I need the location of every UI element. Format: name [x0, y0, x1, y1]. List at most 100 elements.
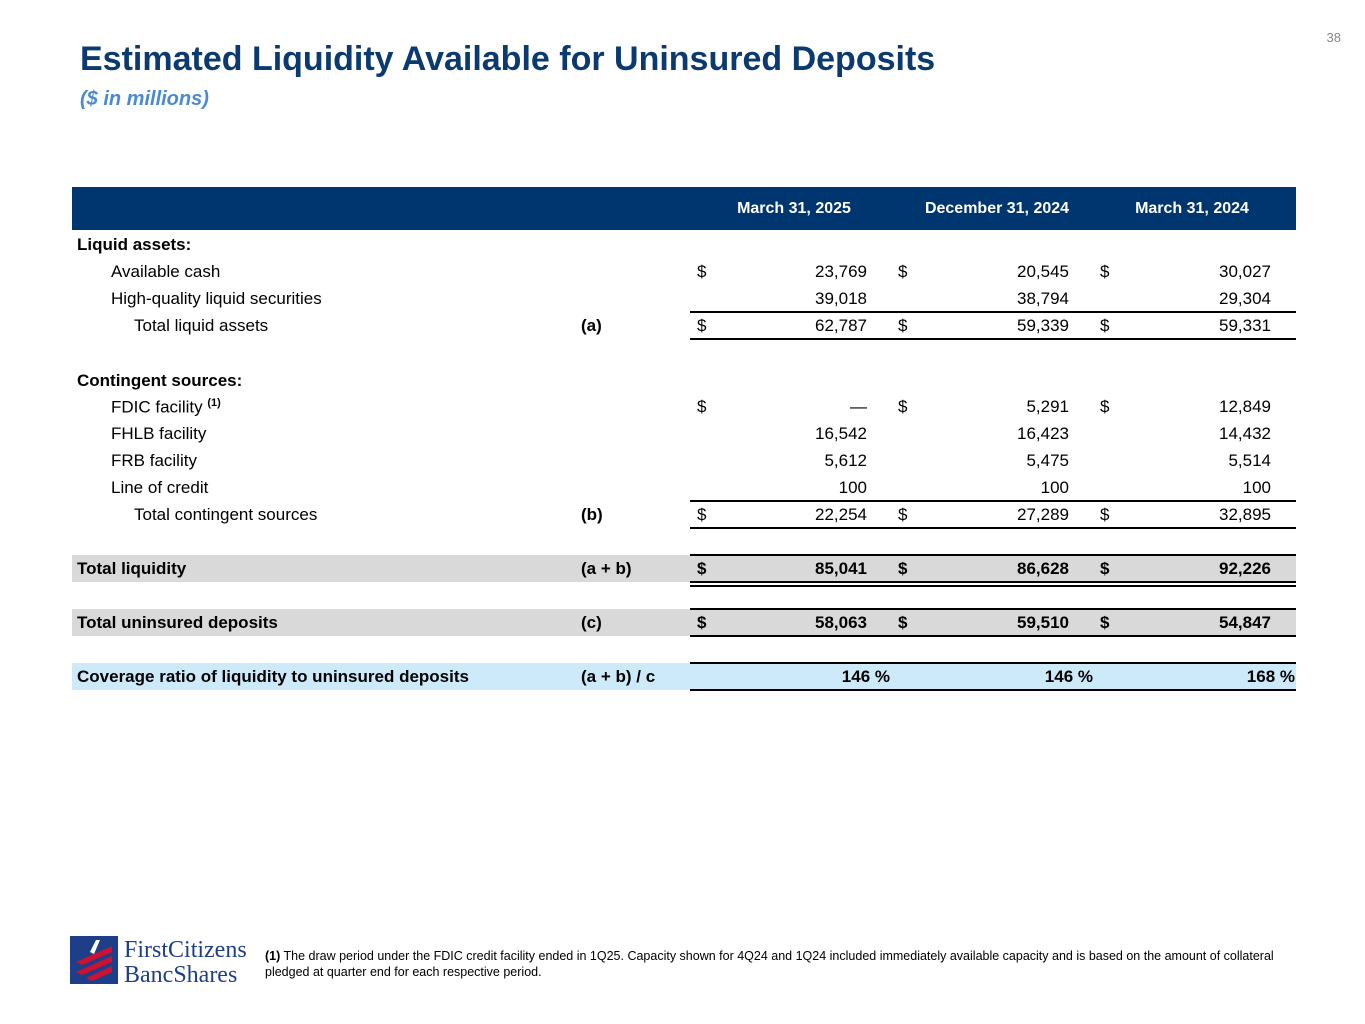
cell-value: 16,542 [815, 424, 867, 443]
logo-text: FirstCitizens [124, 937, 247, 963]
cell-value: 29,304 [1219, 289, 1271, 308]
row-label-text: Coverage ratio of liquidity to uninsured… [77, 667, 469, 686]
currency-symbol: $ [1100, 505, 1110, 524]
table-row: FHLB facility 16,542 16,423 14,432 [72, 420, 1296, 447]
row-reference: (a + b) / c [581, 667, 656, 686]
table-row: Available cash $23,769 $20,545 $30,027 [72, 258, 1296, 285]
double-rule-line [690, 585, 1296, 587]
table-row: Liquid assets: [72, 231, 1296, 258]
cell-value: 14,432 [1219, 424, 1271, 443]
row-label-text: Total liquidity [77, 559, 187, 578]
currency-symbol: $ [1100, 559, 1110, 578]
cell-value: 39,018 [815, 289, 867, 308]
currency-symbol: $ [1100, 316, 1110, 335]
cell-value: 92,226 [1219, 559, 1271, 578]
rule-line [690, 311, 1296, 313]
cell-value: 59,331 [1219, 316, 1271, 335]
currency-symbol: $ [697, 316, 707, 335]
currency-symbol: $ [898, 505, 908, 524]
footnote-ref: (1) [207, 397, 221, 409]
row-label-text: High-quality liquid securities [111, 289, 322, 308]
row-label-text: Total liquid assets [134, 316, 269, 335]
row-label: High-quality liquid securities [111, 289, 322, 309]
row-label-text: FRB facility [111, 451, 197, 470]
currency-symbol: $ [898, 397, 908, 416]
cell-value: 58,063 [815, 613, 867, 632]
cell-value: 16,423 [1017, 424, 1069, 443]
cell-value: 100 [1040, 478, 1069, 497]
row-label-text: Total uninsured deposits [77, 613, 278, 632]
table-row: FDIC facility (1) $ — $5,291 $12,849 [72, 393, 1296, 420]
row-reference: (a) [581, 316, 602, 335]
currency-symbol: $ [697, 613, 707, 632]
cell-value: 85,041 [815, 559, 867, 578]
column-header: December 31, 2024 [924, 200, 1070, 217]
currency-symbol: $ [898, 316, 908, 335]
cell-value: 32,895 [1219, 505, 1271, 524]
row-label: FDIC facility (1) [111, 397, 221, 418]
currency-symbol: $ [697, 505, 707, 524]
row-label: Total liquidity [77, 559, 186, 579]
cell-value: 5,514 [1228, 451, 1271, 470]
cell-value: 30,027 [1219, 262, 1271, 281]
row-label: FHLB facility [111, 424, 206, 444]
cell-value: 22,254 [815, 505, 867, 524]
table-row: Total contingent sources (b) $22,254 $27,28… [72, 501, 1296, 528]
cell-value: 100 [838, 478, 867, 497]
cell-value: 59,510 [1017, 613, 1069, 632]
row-label-text: Total contingent sources [134, 505, 318, 524]
double-rule-line [690, 581, 1296, 583]
cell-value: 5,475 [1026, 451, 1069, 470]
row-label-text: FHLB facility [111, 424, 207, 443]
table-header: March 31, 2025 December 31, 2024 March 3… [72, 187, 1296, 230]
section-header: Liquid assets: [77, 235, 192, 254]
cell-value: 86,628 [1017, 559, 1069, 578]
page-subtitle: ($ in millions) [80, 88, 209, 110]
currency-symbol: $ [697, 559, 707, 578]
logo-text: BancShares [124, 962, 237, 988]
cell-value: 59,339 [1017, 316, 1069, 335]
currency-symbol: $ [898, 262, 908, 281]
cell-value: 146 % [1044, 667, 1093, 686]
table-row: Total uninsured deposits (c) $58,063 $59,51… [72, 609, 1296, 636]
rule-line [690, 689, 1296, 691]
rule-line [690, 500, 1296, 502]
table-row: Total liquid assets (a) $62,787 $59,339 $59,… [72, 312, 1296, 339]
section-header: Contingent sources: [77, 371, 243, 390]
table-row: Line of credit 100 100 100 [72, 474, 1296, 501]
cell-value: 146 % [841, 667, 890, 686]
table-row: Coverage ratio of liquidity to uninsured… [72, 663, 1296, 690]
row-label: Total contingent sources [134, 505, 317, 525]
page-title: Estimated Liquidity Available for Uninsu… [80, 40, 936, 78]
cell-value: 38,794 [1017, 289, 1069, 308]
row-reference: (b) [581, 505, 603, 524]
row-label: Line of credit [111, 478, 208, 498]
cell-value: 5,612 [824, 451, 867, 470]
footnote: (1) The draw period under the FDIC credi… [265, 948, 1295, 980]
footnote-marker: (1) [265, 949, 281, 963]
cell-value: 5,291 [1026, 397, 1069, 416]
currency-symbol: $ [1100, 397, 1110, 416]
row-label: Total liquid assets [134, 316, 268, 336]
row-label-text: Line of credit [111, 478, 209, 497]
column-header: March 31, 2024 [1135, 200, 1249, 217]
column-header: March 31, 2025 [737, 200, 851, 217]
cell-value: 62,787 [815, 316, 867, 335]
rule-line [690, 554, 1296, 556]
currency-symbol: $ [1100, 613, 1110, 632]
cell-value: — [850, 397, 867, 416]
table-row: FRB facility 5,612 5,475 5,514 [72, 447, 1296, 474]
row-label: FRB facility [111, 451, 197, 471]
page-number: 38 [1326, 30, 1341, 45]
logo-flag-icon: FirstCitizens BancShares [70, 936, 247, 988]
row-label-text: FDIC facility [111, 397, 203, 417]
row-reference: (a + b) [581, 559, 632, 578]
cell-value: 20,545 [1017, 262, 1069, 281]
rule-line [690, 608, 1296, 610]
footnote-text: The draw period under the FDIC credit fa… [265, 949, 1274, 979]
rule-line [690, 338, 1296, 340]
table-row: Contingent sources: [72, 367, 1296, 394]
row-label: Coverage ratio of liquidity to uninsured… [77, 667, 469, 687]
table-row: High-quality liquid securities 39,018 38,7… [72, 285, 1296, 312]
currency-symbol: $ [697, 397, 707, 416]
